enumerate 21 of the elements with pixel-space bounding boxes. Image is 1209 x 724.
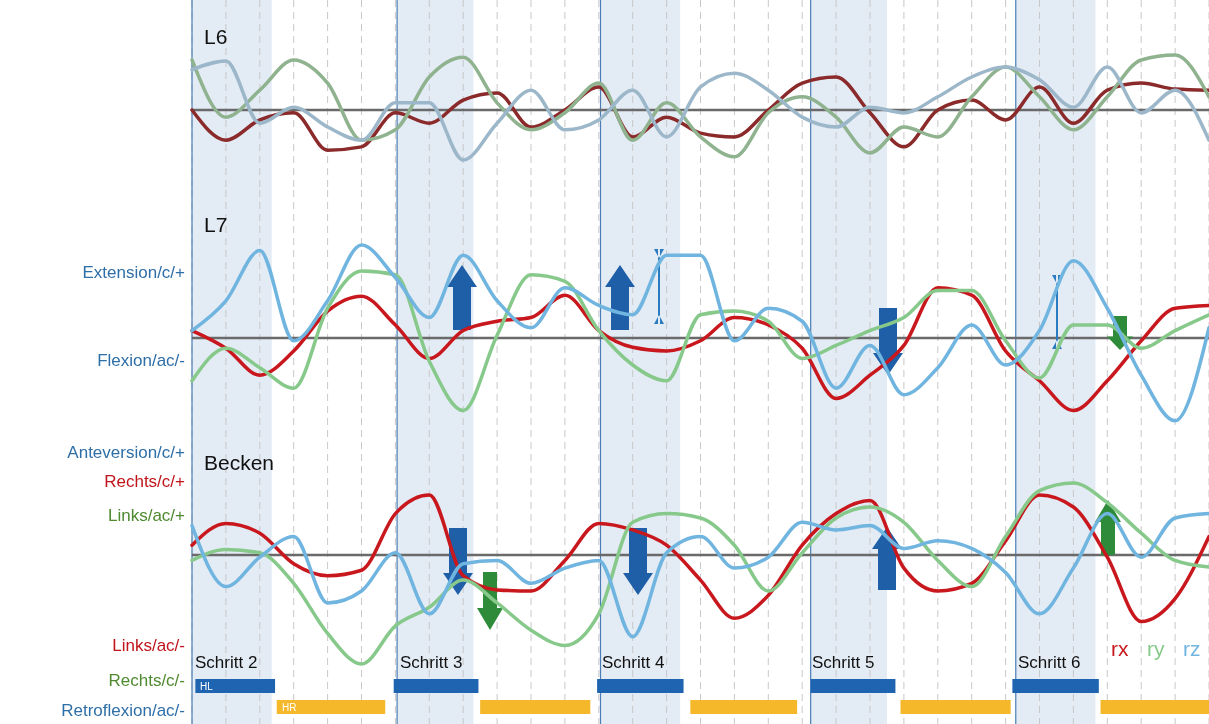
annotation: Schritt 4	[602, 653, 665, 672]
text: Rechts/c/-	[108, 671, 185, 690]
text: Anteversion/c/+	[67, 443, 186, 462]
text: Retroflexion/ac/-	[61, 701, 185, 720]
annotation: Schritt 2	[195, 653, 258, 672]
text: Links/ac/-	[112, 636, 185, 655]
chart-title: L6	[204, 25, 228, 48]
annotation: Schritt 5	[812, 653, 875, 672]
text: HR	[282, 702, 297, 713]
text: ry	[1147, 637, 1165, 660]
chart-title: L7	[204, 213, 228, 236]
annotation: Schritt 6	[1018, 653, 1081, 672]
text: Flexion/ac/-	[97, 351, 185, 370]
text: Rechts/c/+	[104, 472, 186, 491]
text: Extension/c/+	[82, 263, 186, 282]
series-label: rx	[1111, 637, 1129, 660]
annotation: Schritt 3	[400, 653, 463, 672]
text: Links/ac/+	[107, 506, 186, 525]
chart-title: Becken	[204, 451, 275, 474]
text: rz	[1183, 637, 1201, 660]
text: HL	[200, 681, 214, 692]
